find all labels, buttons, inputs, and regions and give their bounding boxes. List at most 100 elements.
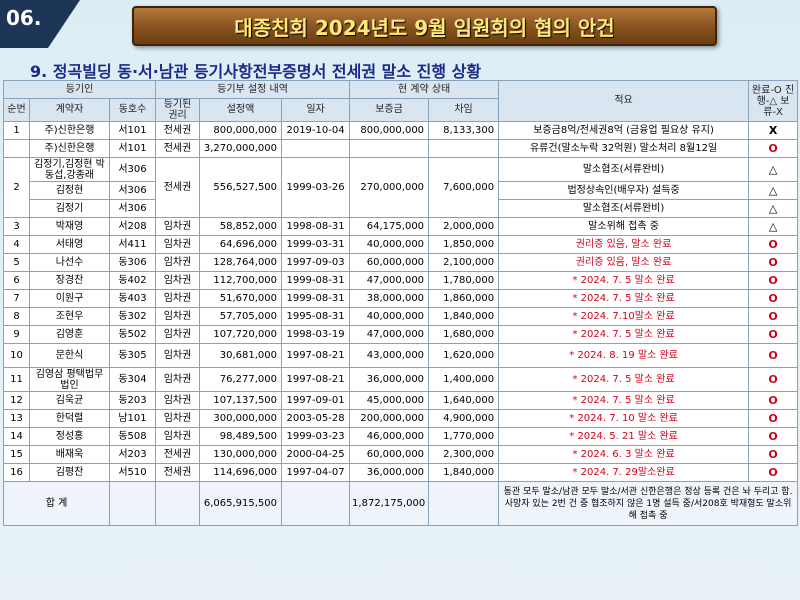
cell-amount: 98,489,500 xyxy=(199,427,283,446)
total-rent xyxy=(428,481,500,526)
cell-contractor: 주)신한은행 xyxy=(29,121,110,140)
header-contractor: 계약자 xyxy=(29,98,110,122)
cell-status: O xyxy=(748,391,799,410)
table-row: 14 정성홍 동508 임차권 98,489,500 1999-03-23 46,000,0… xyxy=(3,427,799,446)
total-date xyxy=(281,481,351,526)
cell-amount: 112,700,000 xyxy=(199,271,283,290)
cell-seq: 6 xyxy=(3,271,30,290)
cell-deposit: 46,000,000 xyxy=(349,427,430,446)
cell-date: 2003-05-28 xyxy=(281,409,351,428)
table-row: 16 김평찬 서510 전세권 114,696,000 1997-04-07 36,000,… xyxy=(3,463,799,482)
cell-right: 임차권 xyxy=(155,253,201,272)
cell-contractor: 장경찬 xyxy=(29,271,110,290)
cell-deposit: 38,000,000 xyxy=(349,289,430,308)
cell-contractor: 조현우 xyxy=(29,307,110,326)
cell-deposit: 47,000,000 xyxy=(349,271,430,290)
cell-contractor: 김욱균 xyxy=(29,391,110,410)
cell-rent: 1,680,000 xyxy=(428,325,500,344)
cell-date: 1997-08-21 xyxy=(281,343,351,368)
table-row: 6 장경찬 동402 임차권 112,700,000 1999-08-31 47,000,0… xyxy=(3,271,799,290)
cell-contractor: 김영삼 평택법무법인 xyxy=(29,367,110,392)
cell-rent: 1,400,000 xyxy=(428,367,500,392)
cell-seq: 16 xyxy=(3,463,30,482)
cell-seq: 11 xyxy=(3,367,30,392)
header-group-registrant: 등기인 xyxy=(2,80,157,99)
cell-date: 1997-09-01 xyxy=(281,391,351,410)
cell-deposit: 45,000,000 xyxy=(349,391,430,410)
cell-contractor: 서태영 xyxy=(29,235,110,254)
cell-unit: 동306 xyxy=(108,253,157,272)
cell-unit: 서411 xyxy=(108,235,157,254)
cell-note: * 2024. 7. 5 말소 완료 xyxy=(498,289,750,308)
header-right: 등기된 권리 xyxy=(155,98,201,122)
cell-status: △ xyxy=(748,157,799,182)
cell-seq: 12 xyxy=(3,391,30,410)
cell-date: 1999-08-31 xyxy=(281,289,351,308)
table-row: 2 김정기,김정현 박동섭,강종래 서306 전세권 556,527,500 1999-0… xyxy=(3,157,799,218)
header-group-registry: 등기부 설정 내역 xyxy=(155,80,351,99)
cell-right: 전세권 xyxy=(155,463,201,482)
cell-rent xyxy=(428,139,500,158)
cell-contractor: 정성홍 xyxy=(29,427,110,446)
cell-status: O xyxy=(748,289,799,308)
cell-right: 임차권 xyxy=(155,271,201,290)
cell-rent: 1,770,000 xyxy=(428,427,500,446)
cell-deposit: 43,000,000 xyxy=(349,343,430,368)
cell-deposit: 47,000,000 xyxy=(349,325,430,344)
cell-seq: 7 xyxy=(3,289,30,308)
cell-contractor: 김정기,김정현 박동섭,강종래 xyxy=(29,157,110,182)
cell-rent: 1,840,000 xyxy=(428,463,500,482)
cell-deposit: 60,000,000 xyxy=(349,445,430,464)
cell-status: △ xyxy=(748,181,799,200)
cell-note: 말소협조(서류완비) xyxy=(498,157,750,182)
cell-amount: 300,000,000 xyxy=(199,409,283,428)
cell-rent: 4,900,000 xyxy=(428,409,500,428)
page-title: 대종친회 2024년도 9월 임원회의 협의 안건 xyxy=(234,15,615,40)
table-row: 1 주)신한은행 서101 전세권 800,000,000 2019-10-04 800,0… xyxy=(3,121,799,140)
cell-date: 1997-09-03 xyxy=(281,253,351,272)
cell-status: O xyxy=(748,325,799,344)
cell-unit: 동403 xyxy=(108,289,157,308)
cell-seq: 3 xyxy=(3,217,30,236)
cell-right: 임차권 xyxy=(155,409,201,428)
cell-seq: 10 xyxy=(3,343,30,368)
cell-rent: 1,850,000 xyxy=(428,235,500,254)
cell-note: * 2024. 7. 5 말소 완료 xyxy=(498,367,750,392)
cell-note: 권리증 있음, 말소 완료 xyxy=(498,253,750,272)
cell-note: * 2024. 5. 21 말소 완료 xyxy=(498,427,750,446)
table-row: 5 나선수 동306 임차권 128,764,000 1997-09-03 60,000,0… xyxy=(3,253,799,272)
cell-seq: 8 xyxy=(3,307,30,326)
cell-right: 전세권 xyxy=(155,445,201,464)
cell-date: 1997-04-07 xyxy=(281,463,351,482)
cell-status: △ xyxy=(748,199,799,218)
cell-status: O xyxy=(748,307,799,326)
cell-deposit: 40,000,000 xyxy=(349,235,430,254)
cell-rent: 1,620,000 xyxy=(428,343,500,368)
cell-rent: 2,300,000 xyxy=(428,445,500,464)
cell-rent: 8,133,300 xyxy=(428,121,500,140)
cell-deposit: 800,000,000 xyxy=(349,121,430,140)
cell-date: 2000-04-25 xyxy=(281,445,351,464)
section-subtitle: 9. 정곡빌딩 동·서·남관 등기사항전부증명서 전세권 말소 진행 상황 xyxy=(30,62,482,81)
cell-right: 임차권 xyxy=(155,367,201,392)
cell-status: O xyxy=(748,139,799,158)
cell-rent: 7,600,000 xyxy=(428,157,500,218)
cell-rent: 2,000,000 xyxy=(428,217,500,236)
table-row: 8 조현우 동302 임차권 57,705,000 1995-08-31 40,000,00… xyxy=(3,307,799,326)
cell-deposit: 40,000,000 xyxy=(349,307,430,326)
cell-seq: 15 xyxy=(3,445,30,464)
cell-note: 말소협조(서류완비) xyxy=(498,199,750,218)
cell-right: 임차권 xyxy=(155,343,201,368)
table-row: 10 문한식 동305 임차권 30,681,000 1997-08-21 43,000,0… xyxy=(3,343,799,368)
cell-contractor: 김평찬 xyxy=(29,463,110,482)
cell-amount: 3,270,000,000 xyxy=(199,139,283,158)
cell-amount: 107,720,000 xyxy=(199,325,283,344)
cell-note: 권리증 있음, 말소 완료 xyxy=(498,235,750,254)
cell-contractor: 배재욱 xyxy=(29,445,110,464)
cell-status: O xyxy=(748,235,799,254)
cell-seq: 13 xyxy=(3,409,30,428)
cell-contractor: 김정기 xyxy=(29,199,110,218)
header-status: 완료-O 진행-△ 보류-X xyxy=(748,80,799,122)
cell-seq: 2 xyxy=(3,157,30,218)
title-banner: 대종친회 2024년도 9월 임원회의 협의 안건 xyxy=(132,6,717,46)
